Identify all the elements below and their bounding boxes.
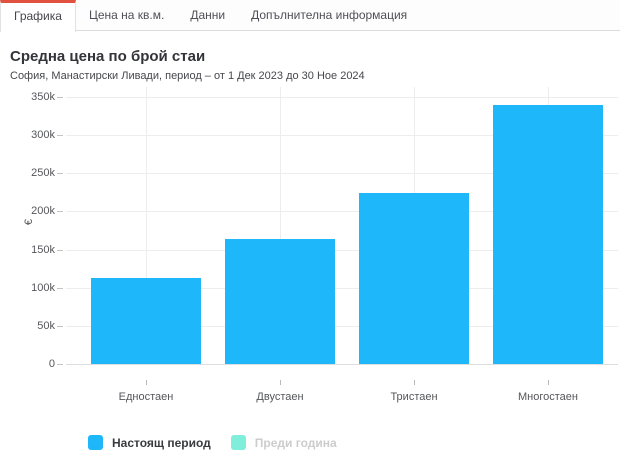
y-tick-label: 0 <box>48 358 55 370</box>
x-tick <box>414 380 415 385</box>
y-tick-label: 250k <box>31 167 55 180</box>
y-axis-unit-label: € <box>23 218 36 226</box>
x-tick <box>548 380 549 385</box>
legend-item-current-period[interactable]: Настоящ период <box>88 435 211 450</box>
y-gridline <box>66 249 618 251</box>
x-category-label: Многостаен <box>518 391 578 403</box>
tab-chart[interactable]: Графика <box>0 0 76 32</box>
y-tick <box>57 287 63 289</box>
bar-Многостаен[interactable] <box>493 105 603 364</box>
tab-bar: Графика Цена на кв.м. Данни Допълнителна ин… <box>0 0 620 32</box>
tab-additional-info[interactable]: Допълнителна информация <box>251 8 408 22</box>
y-tick-label: 100k <box>31 281 55 294</box>
y-tick-label: 350k <box>31 91 55 103</box>
y-tick <box>57 249 63 251</box>
y-gridline <box>66 135 618 137</box>
y-tick <box>57 364 63 365</box>
x-category-label: Тристаен <box>390 391 438 403</box>
bar-Едностаен[interactable] <box>91 277 201 364</box>
x-gridline <box>280 87 281 364</box>
y-gridline <box>66 325 618 327</box>
y-tick <box>57 325 63 327</box>
x-tick <box>146 380 147 385</box>
x-category-label: Двустаен <box>256 391 304 403</box>
bar-Двустаен[interactable] <box>225 238 335 364</box>
chart-title: Средна цена по брой стаи <box>10 48 206 65</box>
x-axis-line <box>66 364 618 365</box>
legend-swatch-icon <box>230 435 246 450</box>
tab-price-per-sqm[interactable]: Цена на кв.м. <box>88 8 165 22</box>
y-gridline <box>66 211 618 213</box>
tab-data[interactable]: Данни <box>190 8 226 22</box>
x-gridline <box>146 87 147 364</box>
y-tick-label: 150k <box>31 243 55 256</box>
y-tick <box>57 135 63 137</box>
y-tick <box>57 211 63 213</box>
y-tick-label: 50k <box>37 319 55 332</box>
y-tick <box>57 173 63 175</box>
y-gridline <box>66 173 618 175</box>
y-tick-label: 300k <box>31 129 55 142</box>
legend-item-previous-year[interactable]: Преди година <box>230 435 337 450</box>
y-gridline <box>66 97 618 98</box>
bar-Тристаен[interactable] <box>359 193 469 364</box>
y-tick <box>57 97 63 98</box>
legend-label: Преди година <box>254 435 337 450</box>
chart-legend: Настоящ период Преди година <box>88 435 337 450</box>
y-tick-label: 200k <box>31 205 55 218</box>
legend-label: Настоящ период <box>112 435 211 450</box>
y-gridline <box>66 287 618 289</box>
x-tick <box>280 380 281 385</box>
x-category-label: Едностаен <box>118 391 174 403</box>
legend-swatch-icon <box>88 435 103 450</box>
chart-subtitle: София, Манастирски Ливади, период – от 1… <box>10 70 365 82</box>
